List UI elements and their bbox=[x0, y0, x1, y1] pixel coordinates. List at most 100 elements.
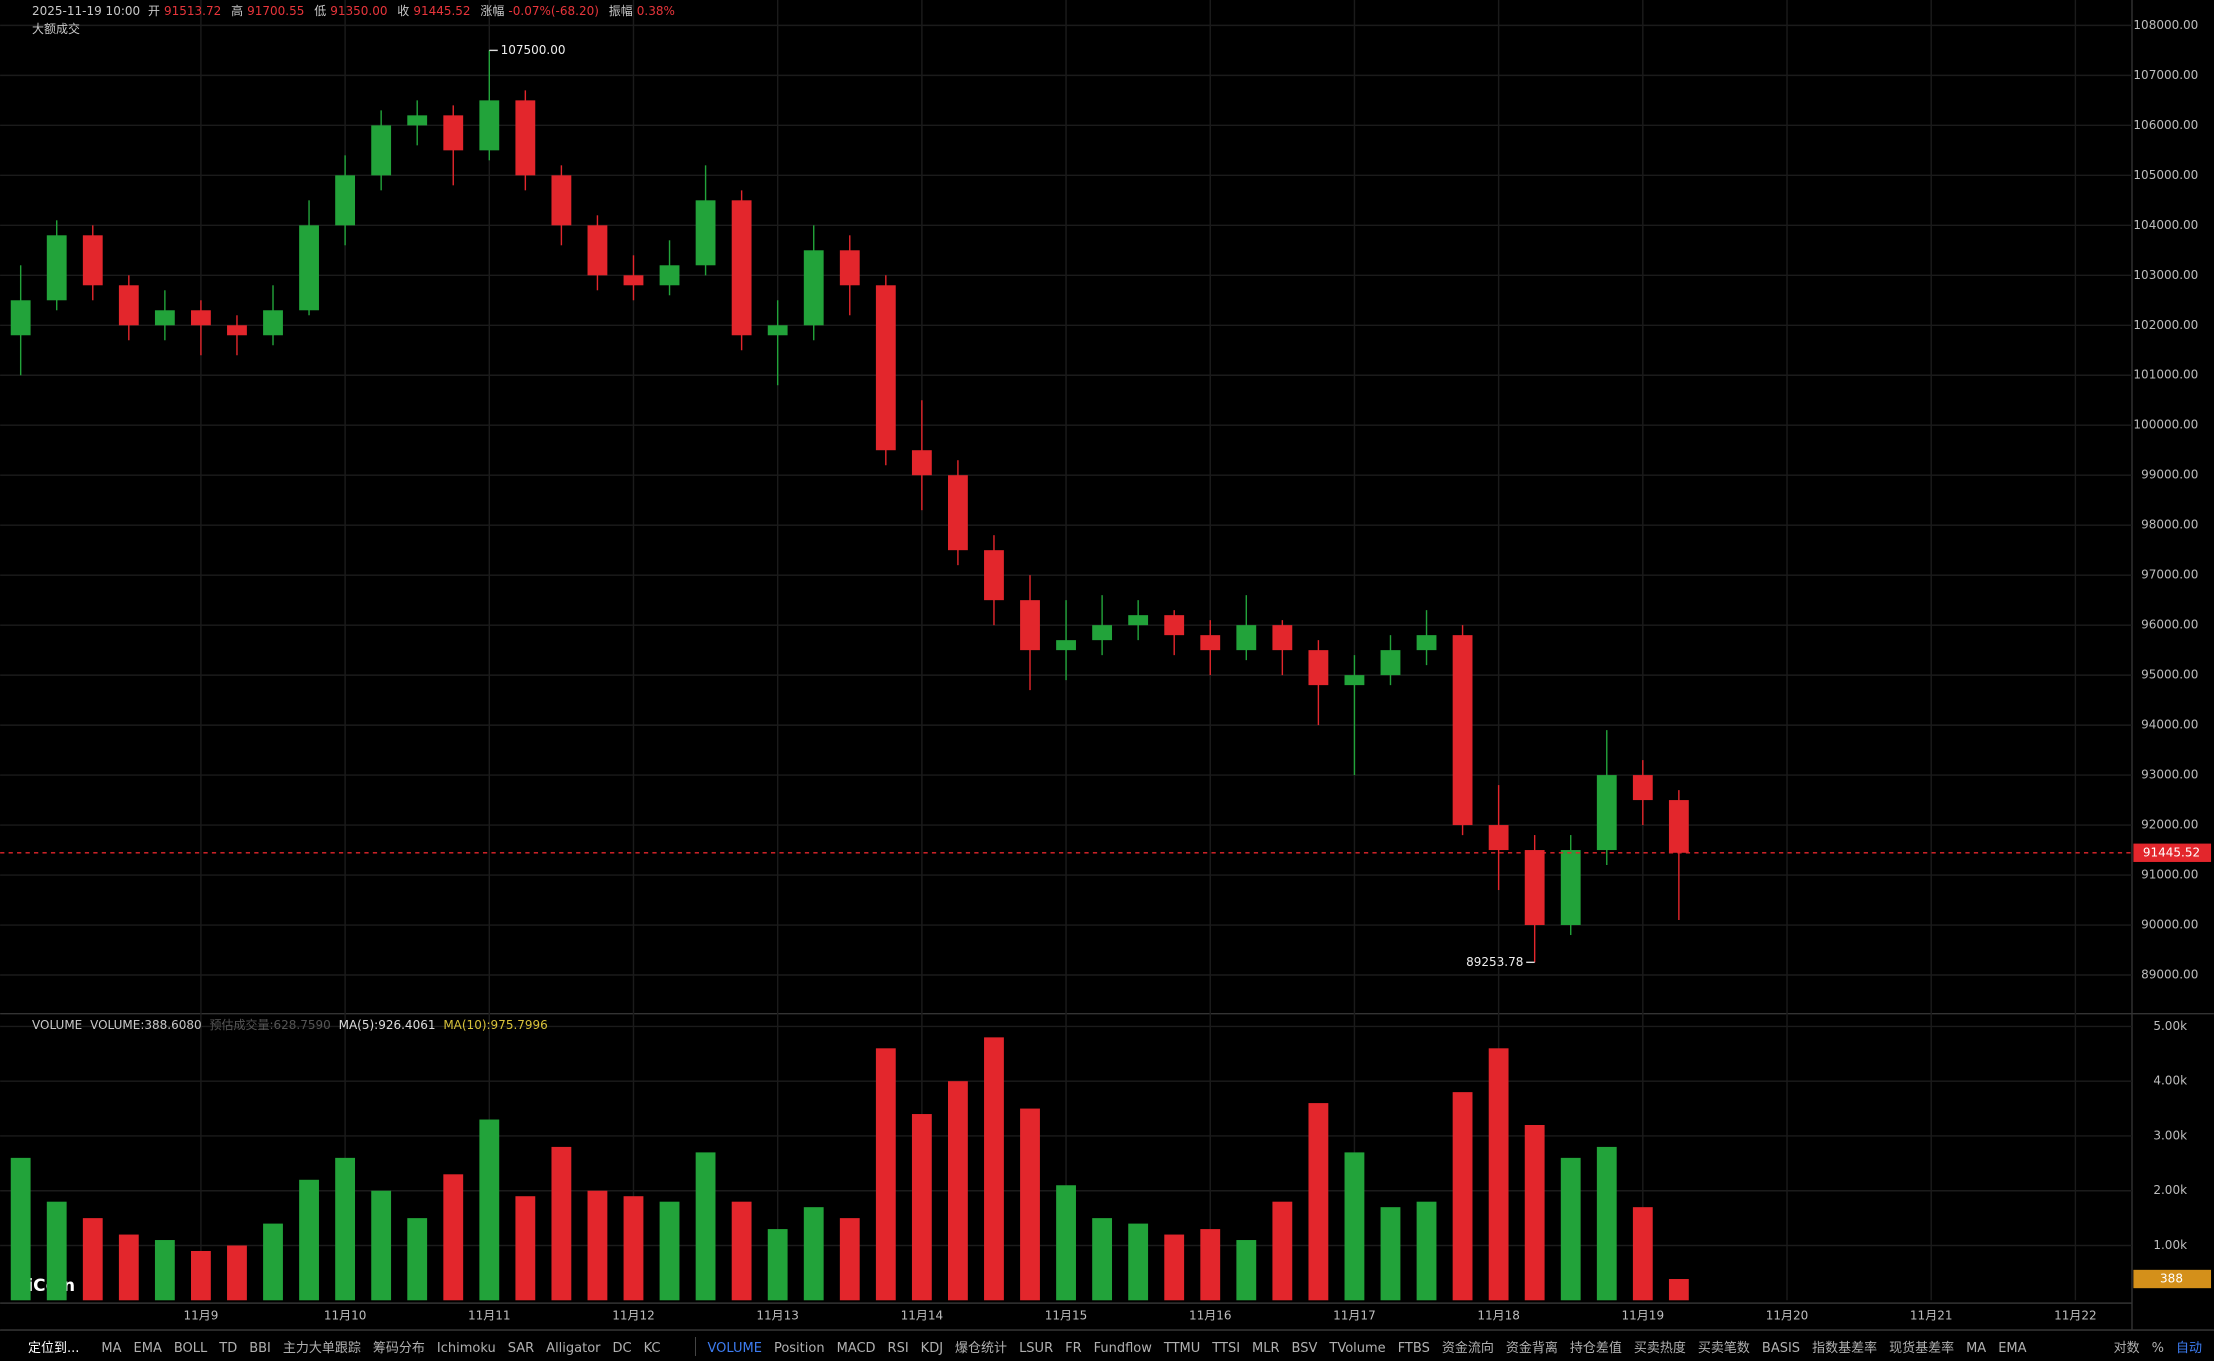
volume-bar bbox=[1668, 1279, 1689, 1301]
toolbar-item[interactable]: 买卖热度 bbox=[1633, 1341, 1686, 1356]
candle-body bbox=[46, 235, 67, 301]
toolbar-item[interactable]: 主力大单跟踪 bbox=[282, 1341, 361, 1356]
candle-body bbox=[1020, 600, 1040, 651]
volume-bar bbox=[1452, 1092, 1473, 1301]
y-tick-label: 90000.00 bbox=[2141, 918, 2198, 932]
toolbar-item[interactable]: SAR bbox=[507, 1341, 535, 1356]
y-tick-label: 1.00k bbox=[2153, 1238, 2187, 1252]
candle-body bbox=[263, 310, 283, 336]
toolbar-item[interactable]: LSUR bbox=[1019, 1341, 1054, 1356]
last-price-label: 91445.52 bbox=[2143, 845, 2200, 859]
volume-bar bbox=[948, 1081, 968, 1301]
candle-body bbox=[948, 475, 968, 551]
toolbar-item[interactable]: % bbox=[2151, 1341, 2164, 1356]
toolbar-item[interactable]: 资金流向 bbox=[1441, 1341, 1494, 1356]
toolbar-item[interactable]: 自动 bbox=[2175, 1341, 2202, 1356]
toolbar-item[interactable]: DC bbox=[612, 1341, 632, 1356]
toolbar-item[interactable]: KC bbox=[643, 1341, 661, 1356]
label: 收 bbox=[397, 4, 410, 18]
toolbar-item[interactable]: KDJ bbox=[920, 1341, 944, 1356]
toolbar-item[interactable]: 现货基差率 bbox=[1889, 1341, 1955, 1356]
volume-bar bbox=[227, 1245, 247, 1301]
candle-body bbox=[803, 250, 824, 326]
toolbar-item[interactable]: 指数基差率 bbox=[1812, 1341, 1878, 1356]
locate-button[interactable]: 定位到... bbox=[28, 1341, 80, 1356]
annotation-label: 107500.00 bbox=[501, 43, 566, 57]
toolbar-item[interactable]: 持仓差值 bbox=[1569, 1341, 1622, 1356]
volume-bar bbox=[407, 1218, 428, 1301]
overlay-label[interactable]: 大额成交 bbox=[32, 20, 84, 37]
y-tick-label: 98000.00 bbox=[2141, 518, 2198, 532]
annotation-label: 89253.78 bbox=[1466, 955, 1523, 969]
candle-body bbox=[191, 310, 211, 326]
toolbar-item[interactable]: BSV bbox=[1291, 1341, 1318, 1356]
value: 0.38% bbox=[636, 4, 675, 18]
candle-body bbox=[82, 235, 103, 286]
volume-bar bbox=[1596, 1146, 1617, 1301]
toolbar-item[interactable]: BOLL bbox=[173, 1341, 208, 1356]
candle-body bbox=[695, 200, 716, 266]
volume-bar bbox=[1020, 1108, 1040, 1301]
value: 91350.00 bbox=[330, 4, 388, 18]
candle-body bbox=[1200, 635, 1221, 651]
toolbar-item[interactable]: BASIS bbox=[1761, 1341, 1801, 1356]
toolbar-item[interactable]: 爆仓统计 bbox=[955, 1341, 1008, 1356]
volume-bar bbox=[551, 1146, 572, 1301]
volume-bar bbox=[263, 1223, 283, 1301]
toolbar-item[interactable]: VOLUME bbox=[707, 1341, 762, 1356]
toolbar-item[interactable]: TVolume bbox=[1329, 1341, 1386, 1356]
toolbar-item[interactable]: MLR bbox=[1252, 1341, 1280, 1356]
y-tick-label: 89000.00 bbox=[2141, 968, 2198, 982]
legend-item: 预估成交量:628.7590 bbox=[209, 1018, 331, 1032]
toolbar-item[interactable]: 筹码分布 bbox=[372, 1341, 425, 1356]
y-tick-label: 101000.00 bbox=[2133, 368, 2198, 382]
ohlc-info: 2025-11-19 10:00 开 91513.72 高 91700.55 低 91… bbox=[32, 2, 681, 19]
toolbar-item[interactable]: 对数 bbox=[2113, 1341, 2140, 1356]
toolbar-item[interactable]: 资金背离 bbox=[1505, 1341, 1558, 1356]
y-tick-label: 94000.00 bbox=[2141, 718, 2198, 732]
candle-body bbox=[767, 325, 788, 336]
toolbar-item[interactable]: 买卖笔数 bbox=[1697, 1341, 1750, 1356]
toolbar-item[interactable]: Fundflow bbox=[1093, 1341, 1152, 1356]
volume-title: VOLUME bbox=[32, 1018, 83, 1032]
toolbar-item[interactable]: TD bbox=[219, 1341, 238, 1356]
toolbar-item[interactable]: BBI bbox=[249, 1341, 271, 1356]
x-tick-label: 11月19 bbox=[1622, 1308, 1665, 1322]
toolbar-item[interactable]: TTMU bbox=[1163, 1341, 1201, 1356]
toolbar-item[interactable]: MA bbox=[101, 1341, 122, 1356]
volume-bar bbox=[443, 1174, 464, 1301]
toolbar-item[interactable]: Alligator bbox=[546, 1341, 601, 1356]
volume-bar bbox=[1632, 1207, 1653, 1301]
volume-bar bbox=[1416, 1201, 1437, 1301]
candle-body bbox=[118, 285, 139, 326]
toolbar-item[interactable]: FTBS bbox=[1397, 1341, 1430, 1356]
y-tick-label: 107000.00 bbox=[2133, 68, 2198, 82]
legend-item: MA(10):975.7996 bbox=[443, 1018, 548, 1032]
volume-bar bbox=[371, 1190, 392, 1301]
candle-body bbox=[1524, 850, 1545, 926]
candle-body bbox=[10, 300, 31, 336]
toolbar-item[interactable]: FR bbox=[1065, 1341, 1082, 1356]
toolbar-item[interactable]: EMA bbox=[1998, 1341, 2027, 1356]
value: 91445.52 bbox=[413, 4, 471, 18]
toolbar-item[interactable]: Ichimoku bbox=[436, 1341, 496, 1356]
label: 涨幅 bbox=[480, 4, 505, 18]
y-tick-label: 4.00k bbox=[2153, 1074, 2187, 1088]
toolbar-item[interactable]: MACD bbox=[836, 1341, 876, 1356]
candle-body bbox=[1056, 640, 1076, 651]
volume-bar bbox=[46, 1201, 67, 1301]
candle-body bbox=[1488, 825, 1509, 851]
candle-body bbox=[587, 225, 608, 276]
toolbar-item[interactable]: RSI bbox=[887, 1341, 909, 1356]
x-tick-label: 11月22 bbox=[2054, 1308, 2097, 1322]
toolbar-item[interactable]: TTSI bbox=[1212, 1341, 1241, 1356]
label: 低 bbox=[314, 4, 327, 18]
y-tick-label: 103000.00 bbox=[2133, 268, 2198, 282]
value: 91513.72 bbox=[163, 4, 222, 18]
toolbar-item[interactable]: MA bbox=[1966, 1341, 1987, 1356]
toolbar-item[interactable]: Position bbox=[773, 1341, 825, 1356]
toolbar-item[interactable]: EMA bbox=[133, 1341, 162, 1356]
overlay-name[interactable]: 大额成交 bbox=[32, 22, 81, 36]
